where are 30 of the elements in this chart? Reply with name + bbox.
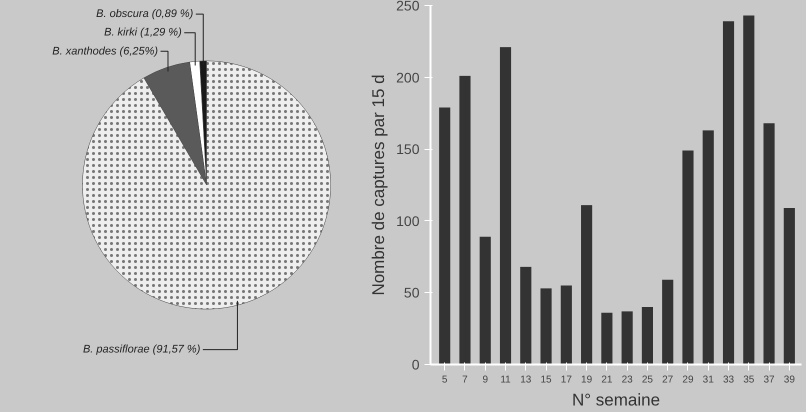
y-axis-title: Nombre de captures par 15 d <box>369 74 388 296</box>
x-tick-label: 29 <box>682 374 694 386</box>
x-tick-label: 9 <box>482 374 488 386</box>
x-tick-label: 7 <box>462 374 468 386</box>
slice-label: B. kirki (1,29 %) <box>104 26 182 39</box>
slice-label: B. xanthodes (6,25%) <box>52 45 158 58</box>
x-tick-label: 33 <box>722 374 735 386</box>
x-tick-label: 13 <box>520 374 532 386</box>
y-tick-label: 100 <box>396 212 420 229</box>
y-tick-label: 0 <box>412 356 420 372</box>
x-tick-label: 19 <box>581 374 593 386</box>
x-tick-label: 31 <box>702 374 714 386</box>
slice-label: B. obscura (0,89 %) <box>96 8 194 20</box>
y-tick-label: 50 <box>404 284 420 301</box>
y-tick-label: 250 <box>396 0 420 14</box>
x-tick-label: 35 <box>743 374 755 386</box>
x-tick-label: 5 <box>442 374 448 386</box>
y-tick-label: 150 <box>396 141 420 158</box>
x-tick-label: 17 <box>560 374 572 386</box>
x-tick-label: 11 <box>500 374 512 386</box>
y-tick-label: 200 <box>396 69 420 86</box>
slice-label: B. passiflorae (91,57 %) <box>82 344 201 356</box>
x-tick-label: 37 <box>764 374 776 386</box>
x-tick-label: 23 <box>622 374 634 386</box>
x-tick-label: 27 <box>662 374 674 386</box>
x-tick-label: 21 <box>601 374 613 386</box>
x-axis-title: N° semaine <box>572 390 660 410</box>
x-tick-label: 25 <box>642 374 654 386</box>
x-tick-label: 15 <box>540 374 552 386</box>
x-tick-label: 39 <box>784 374 796 386</box>
